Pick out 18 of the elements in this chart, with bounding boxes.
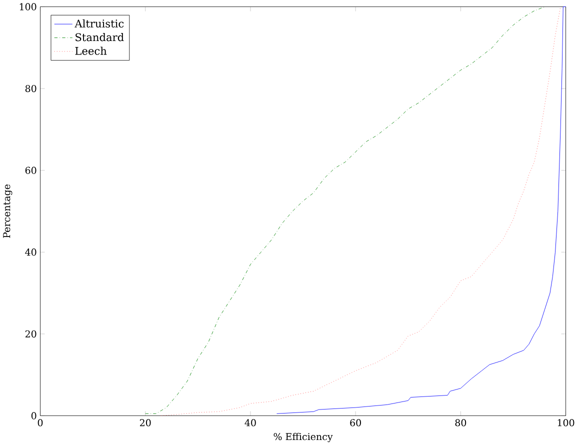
y-tick-label: 60 xyxy=(25,166,36,174)
x-axis-title: % Efficiency xyxy=(274,432,333,442)
x-tick-label: 0 xyxy=(38,418,43,426)
legend-label: Standard xyxy=(76,32,124,42)
x-tick-label: 80 xyxy=(455,418,466,426)
x-tick-label: 20 xyxy=(140,418,151,426)
y-tick-label: 0 xyxy=(31,412,36,420)
y-tick-label: 100 xyxy=(20,3,36,10)
line-series xyxy=(276,6,566,414)
y-axis-title: Percentage xyxy=(3,184,12,238)
x-tick-label: 60 xyxy=(350,418,361,426)
legend-label: Altruistic xyxy=(74,19,124,28)
y-tick-label: 40 xyxy=(25,248,36,256)
y-tick-label: 80 xyxy=(25,84,36,92)
x-tick-label: 100 xyxy=(558,418,574,426)
x-tick-label: 40 xyxy=(244,418,256,426)
legend-label: Leech xyxy=(75,46,107,55)
y-tick-label: 20 xyxy=(25,330,36,338)
